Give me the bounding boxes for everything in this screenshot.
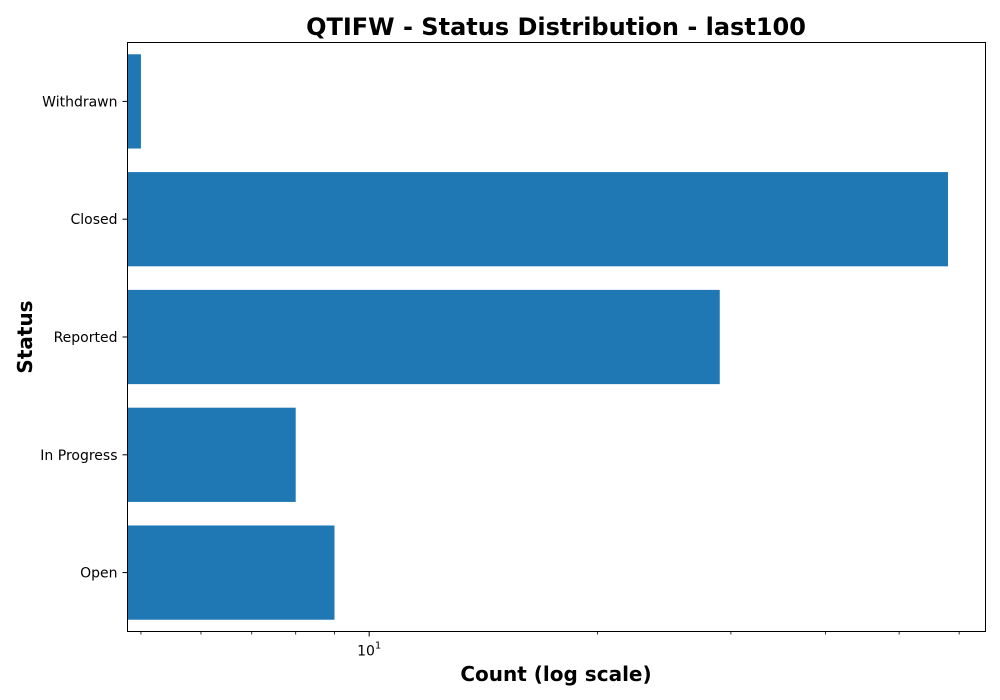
y-tick-label: Open (80, 566, 117, 582)
x-axis-label: Count (log scale) (460, 662, 651, 686)
bar-reported (127, 289, 720, 385)
bar-withdrawn (127, 54, 141, 149)
y-tick-label: In Progress (40, 448, 117, 464)
x-tick-label: 101 (357, 641, 381, 660)
y-axis-ticks: Open In Progress Reported Closed Withdrawn (40, 94, 128, 582)
chart-title: QTIFW - Status Distribution - last100 (306, 13, 806, 41)
y-tick-label: Reported (54, 330, 118, 346)
bar-in-progress (127, 407, 296, 502)
y-axis-label: Status (13, 300, 37, 373)
bar-closed (127, 172, 948, 267)
y-tick-label: Closed (70, 212, 117, 228)
x-axis-ticks: 101 (140, 631, 960, 660)
y-tick-label: Withdrawn (42, 94, 117, 110)
bars-layer (127, 54, 948, 620)
bar-open (127, 525, 335, 620)
